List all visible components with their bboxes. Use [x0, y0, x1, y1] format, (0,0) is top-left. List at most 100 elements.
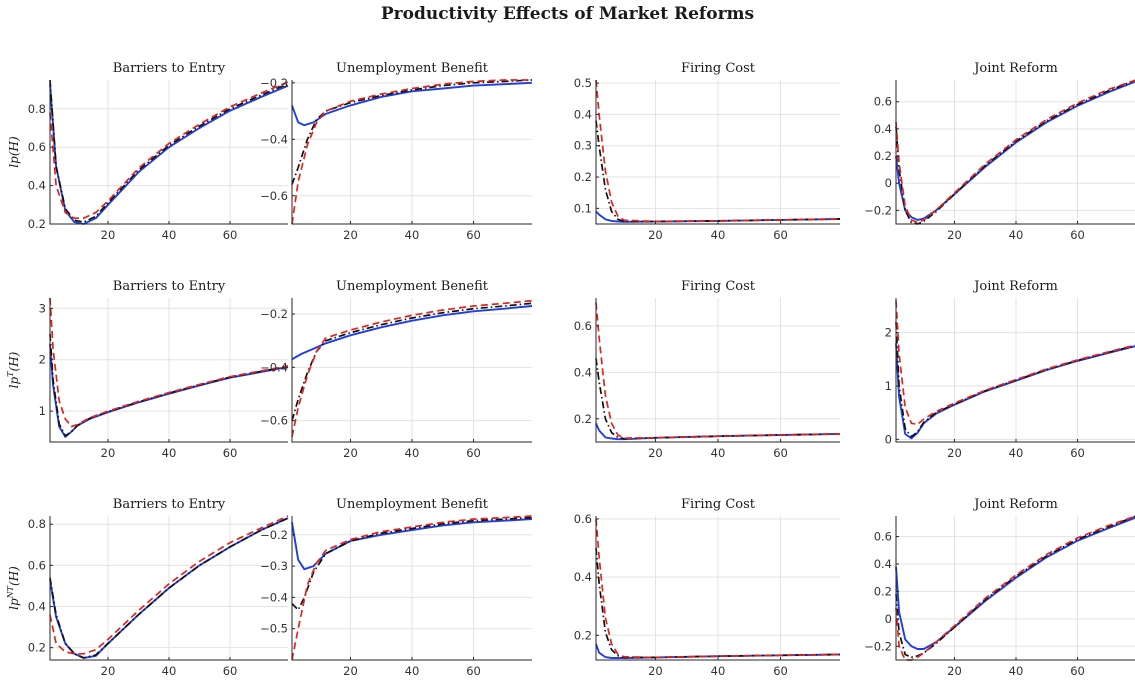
y-tick-label: −0.5 [260, 622, 288, 636]
y-tick-label: 0.6 [874, 95, 892, 109]
x-tick-label: 60 [1070, 228, 1085, 242]
subplot-title: Barriers to Entry [113, 279, 226, 294]
subplot-title: Unemployment Benefit [336, 61, 489, 76]
y-tick-label: −0.2 [864, 639, 892, 653]
series-line-solid [291, 518, 533, 571]
y-tick-label: 0.8 [28, 517, 46, 531]
y-tick-label: 0.2 [574, 412, 592, 426]
series-line-dashdot [291, 302, 533, 421]
y-tick-label: 0.1 [574, 201, 592, 215]
x-tick-label: 40 [162, 664, 177, 678]
x-tick-label: 60 [466, 228, 481, 242]
series-line-dashdot [895, 321, 1135, 438]
x-tick-label: 20 [101, 228, 116, 242]
y-tick-label: −0.4 [260, 590, 288, 604]
y-axis-label-base: lp [7, 598, 21, 610]
y-axis-label-base: lp [7, 156, 21, 168]
y-tick-label: 0.2 [28, 641, 46, 655]
y-tick-label: 0.3 [574, 139, 592, 153]
y-tick-label: 0.6 [28, 558, 46, 572]
subplot-1-3: 20 40 60 0.1 0.2 0.3 0.4 0.5 Firing Cost [574, 61, 841, 242]
y-tick-label: 2 [39, 353, 46, 367]
y-axis-label: lpT(H) [6, 351, 21, 388]
axis-frame [895, 80, 1135, 225]
series-line-dashed [895, 300, 1135, 426]
subplot-1-1: 20 40 60 0.2 0.4 0.6 0.8 Barriers to Entry lp(H) [7, 61, 289, 242]
x-tick-label: 40 [405, 228, 420, 242]
x-tick-label: 40 [711, 664, 726, 678]
x-tick-label: 40 [711, 446, 726, 460]
series-line-dashed [595, 302, 841, 439]
subplot-title: Joint Reform [972, 497, 1058, 512]
y-tick-label: 0.2 [874, 149, 892, 163]
subplot-title: Firing Cost [681, 279, 756, 294]
subplot-1-4: 20 40 60 −0.2 0 0.2 0.4 0.6 Joint Reform [864, 61, 1135, 242]
y-tick-label: 0.6 [28, 140, 46, 154]
x-tick-label: 60 [1070, 664, 1085, 678]
x-tick-label: 60 [773, 446, 788, 460]
subplot-3-4: 20 40 60 −0.2 0 0.2 0.4 0.6 Joint Reform [864, 497, 1135, 678]
x-tick-label: 40 [711, 228, 726, 242]
series-line-solid [291, 81, 533, 127]
x-tick-label: 20 [947, 446, 962, 460]
series-line-dashed [895, 79, 1135, 224]
y-tick-label: −0.2 [864, 203, 892, 217]
subplot-2-4: 20 40 60 0 1 2 Joint Reform [885, 279, 1135, 460]
y-tick-label: 0.2 [574, 628, 592, 642]
x-tick-label: 60 [466, 446, 481, 460]
x-tick-label: 60 [223, 446, 238, 460]
y-tick-label: 0.6 [874, 530, 892, 544]
x-tick-label: 40 [1009, 664, 1024, 678]
y-axis-label-sup: NT [6, 585, 15, 599]
y-tick-label: 0.2 [28, 217, 46, 231]
subplot-3-3: 20 40 60 0.2 0.4 0.6 Firing Cost [574, 497, 841, 678]
x-tick-label: 60 [773, 664, 788, 678]
x-tick-label: 20 [947, 228, 962, 242]
y-tick-label: −0.6 [260, 414, 288, 428]
subplot-3-2: 20 40 60 −0.5 −0.4 −0.3 −0.2 Unemployment Benef… [260, 497, 533, 678]
y-tick-label: 0.8 [28, 102, 46, 116]
x-tick-label: 40 [162, 446, 177, 460]
y-tick-label: 0.2 [874, 584, 892, 598]
axis-frame [595, 298, 840, 443]
x-tick-label: 20 [343, 446, 358, 460]
x-tick-label: 60 [1070, 446, 1085, 460]
axis-frame [291, 80, 532, 225]
subplot-2-2: 20 40 60 −0.6 −0.4 −0.2 Unemployment Benefit [260, 279, 533, 460]
y-axis-label-arg: (H) [7, 351, 21, 371]
y-tick-label: 1 [39, 404, 46, 418]
subplot-title: Unemployment Benefit [336, 279, 489, 294]
y-tick-label: −0.3 [260, 559, 288, 573]
y-tick-label: 0.4 [574, 570, 592, 584]
page-title: Productivity Effects of Market Reforms [380, 4, 755, 24]
axis-frame [895, 298, 1135, 443]
series-line-dashdot [291, 79, 533, 185]
y-axis-label-base: lp [7, 377, 21, 389]
series-line-dashed [49, 81, 289, 220]
y-tick-label: 0.6 [574, 319, 592, 333]
axis-frame [595, 516, 840, 661]
subplot-title: Firing Cost [681, 61, 756, 76]
series-line-dashdot [595, 547, 841, 659]
y-axis-label-sup: T [6, 371, 15, 377]
y-tick-label: 0 [885, 176, 892, 190]
series-line-dashdot [595, 358, 841, 440]
x-tick-label: 40 [405, 446, 420, 460]
x-tick-label: 20 [343, 664, 358, 678]
subplot-3-1: 20 40 60 0.2 0.4 0.6 0.8 Barriers to Entry lpNT(… [6, 497, 289, 678]
y-axis-label-arg: (H) [7, 136, 21, 156]
x-tick-label: 20 [101, 446, 116, 460]
y-tick-label: 0.4 [574, 365, 592, 379]
y-tick-label: 0.4 [874, 122, 892, 136]
x-tick-label: 60 [223, 664, 238, 678]
y-tick-label: 0.4 [574, 107, 592, 121]
x-tick-label: 40 [1009, 228, 1024, 242]
x-tick-label: 20 [101, 664, 116, 678]
y-tick-label: 0.4 [874, 557, 892, 571]
x-tick-label: 60 [223, 228, 238, 242]
x-tick-label: 40 [1009, 446, 1024, 460]
y-axis-label: lpNT(H) [6, 566, 21, 610]
y-tick-label: 1 [885, 379, 892, 393]
series-line-solid [291, 305, 533, 361]
y-tick-label: −0.4 [260, 360, 288, 374]
